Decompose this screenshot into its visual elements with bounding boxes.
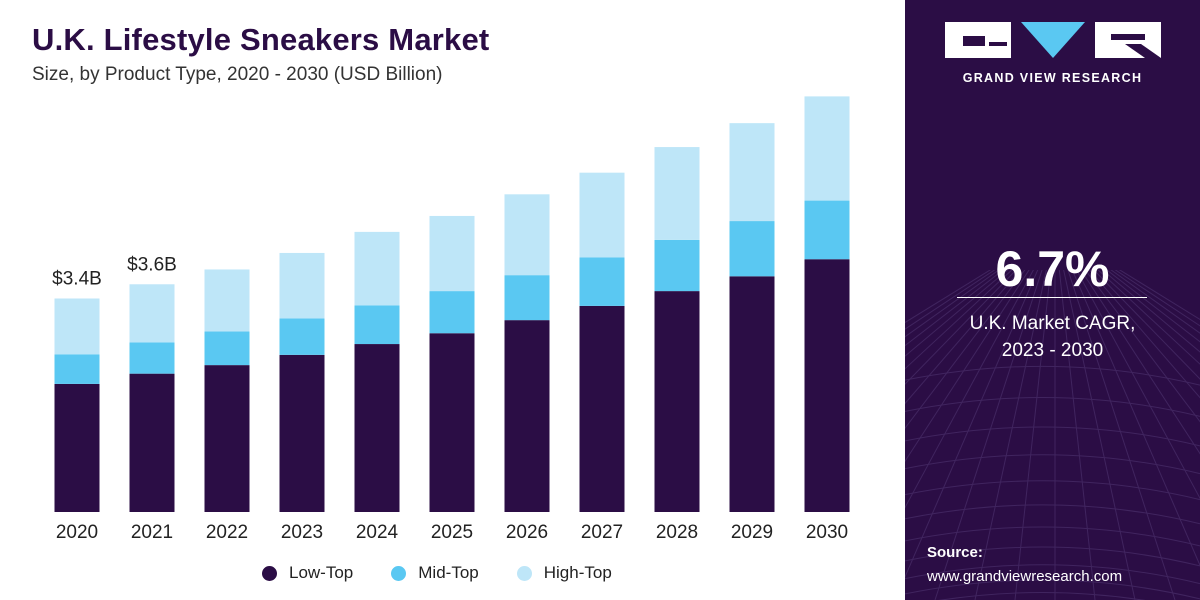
- bar-mid-top-2028: [654, 239, 700, 292]
- x-tick-label-2022: 2022: [206, 522, 248, 543]
- bar-mid-top-2030: [804, 200, 850, 260]
- bar-mid-top-2024: [354, 305, 400, 345]
- bar-mid-top-2023: [279, 318, 325, 355]
- x-tick-label-2023: 2023: [281, 522, 323, 543]
- x-tick-label-2028: 2028: [656, 522, 698, 543]
- bar-high-top-2020: [54, 298, 100, 355]
- bar-high-top-2023: [279, 252, 325, 319]
- cagr-label: U.K. Market CAGR, 2023 - 2030: [905, 310, 1200, 364]
- bar-mid-top-2027: [579, 257, 625, 306]
- brand-name: GRAND VIEW RESEARCH: [962, 71, 1143, 85]
- bar-low-top-2023: [279, 354, 325, 512]
- bar-low-top-2025: [429, 333, 475, 512]
- bar-high-top-2030: [804, 96, 850, 201]
- legend-item-mid-top: Mid-Top: [391, 563, 479, 583]
- bar-mid-top-2029: [729, 221, 775, 277]
- x-tick-label-2024: 2024: [356, 522, 399, 543]
- bar-high-top-2028: [654, 147, 700, 240]
- bar-mid-top-2025: [429, 291, 475, 334]
- source-url[interactable]: www.grandviewresearch.com: [927, 568, 1123, 585]
- bar-low-top-2026: [504, 320, 550, 512]
- x-tick-label-2026: 2026: [506, 522, 548, 543]
- x-tick-label-2029: 2029: [731, 522, 773, 543]
- bar-low-top-2028: [654, 291, 700, 512]
- stacked-bar-chart: 2020 2021 2022 2023 2024 2025 2026 2027 2028 2029…: [52, 96, 850, 543]
- cagr-value: 6.7%: [995, 241, 1110, 297]
- bar-low-top-2030: [804, 259, 850, 512]
- legend-swatch-low-top: [262, 565, 277, 581]
- legend-item-low-top: Low-Top: [262, 563, 353, 583]
- legend-label-low-top: Low-Top: [289, 563, 354, 582]
- chart-title: U.K. Lifestyle Sneakers Market: [32, 22, 490, 57]
- legend-swatch-high-top: [516, 565, 532, 581]
- bar-mid-top-2022: [204, 331, 250, 366]
- source-title: Source:: [927, 544, 983, 561]
- bar-low-top-2022: [204, 365, 250, 512]
- data-label-2021: $3.6B: [127, 254, 177, 275]
- bar-mid-top-2021: [129, 342, 175, 374]
- bar-low-top-2027: [579, 305, 625, 512]
- cagr-label-line2: 2023 - 2030: [1001, 340, 1104, 361]
- chart-legend: Low-Top Mid-Top High-Top: [262, 563, 650, 583]
- x-tick-label-2025: 2025: [431, 522, 473, 543]
- bar-low-top-2021: [129, 373, 175, 512]
- chart-subtitle: Size, by Product Type, 2020 - 2030 (USD …: [32, 64, 443, 85]
- side-panel: GRAND VIEW RESEARCH 6.7% U.K. Market CAG…: [905, 0, 1200, 600]
- x-tick-label-2027: 2027: [581, 522, 623, 543]
- chart-area: U.K. Lifestyle Sneakers Market Size, by …: [32, 22, 850, 583]
- legend-swatch-mid-top: [391, 565, 407, 581]
- x-tick-label-2020: 2020: [56, 522, 98, 543]
- bar-mid-top-2020: [54, 354, 100, 384]
- bar-low-top-2020: [54, 383, 100, 512]
- legend-item-high-top: High-Top: [516, 563, 612, 583]
- mesh-background-graphic: [905, 270, 1200, 600]
- bar-low-top-2029: [729, 276, 775, 512]
- bar-high-top-2024: [354, 231, 400, 306]
- cagr-divider: [957, 297, 1147, 298]
- bar-high-top-2022: [204, 269, 250, 332]
- data-label-2020: $3.4B: [52, 269, 102, 290]
- bar-high-top-2027: [579, 172, 625, 258]
- legend-label-high-top: High-Top: [543, 563, 612, 582]
- bar-high-top-2021: [129, 284, 175, 343]
- bar-high-top-2029: [729, 123, 775, 222]
- x-tick-label-2021: 2021: [131, 522, 173, 543]
- legend-label-mid-top: Mid-Top: [418, 563, 479, 582]
- bar-high-top-2025: [429, 215, 475, 292]
- cagr-label-line1: U.K. Market CAGR,: [969, 313, 1136, 334]
- grand-view-research-logo: [945, 22, 1161, 58]
- x-tick-label-2030: 2030: [806, 522, 848, 543]
- bar-mid-top-2026: [504, 275, 550, 321]
- bar-high-top-2026: [504, 194, 550, 276]
- bar-low-top-2024: [354, 344, 400, 512]
